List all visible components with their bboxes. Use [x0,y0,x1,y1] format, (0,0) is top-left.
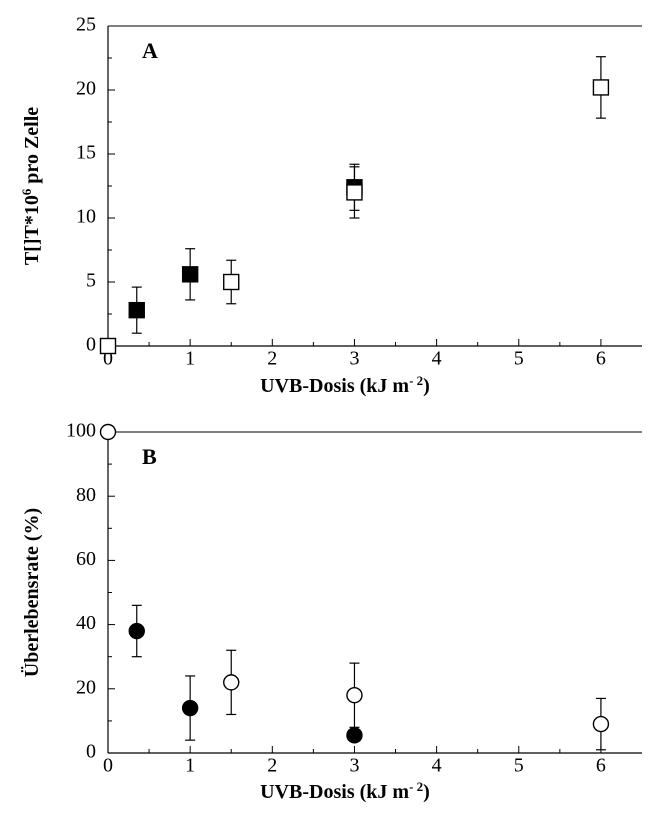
y-tick-label: 25 [76,14,96,36]
x-tick-label: 1 [185,348,195,370]
y-axis-title-main: T[]T*10 [21,195,43,265]
x-tick-label: 5 [514,348,524,370]
open-square-marker [99,337,117,355]
open-circle-marker [592,715,610,733]
y-tick-label: 0 [86,741,96,763]
x-axis-title-superscript: - 2 [409,779,423,794]
y-tick-label: 20 [76,676,96,698]
x-tick-label: 0 [103,755,113,777]
filled-square-marker [128,301,145,319]
y-tick-label: 10 [76,206,96,228]
filled-square-marker [181,266,199,283]
y-axis-title-rest: pro Zelle [21,107,43,189]
open-square-marker [592,79,610,96]
y-tick-label: 80 [76,484,96,506]
filled-circle-marker [346,727,363,744]
open-circle-marker [223,674,240,691]
y-axis-title-main: Überlebensrate (%) [20,508,43,677]
panel-label: A [142,38,158,63]
panel-a: 0 1 2 3 4 5 6 0 5 10 15 20 25 A UVB-Dosis (kJ m- 2) T[]… [19,14,642,398]
y-tick-label: 20 [76,78,96,100]
x-tick-label: 4 [432,755,442,777]
x-tick-label: 2 [267,755,277,777]
x-axis-title: UVB-Dosis (kJ m- 2) [260,373,430,398]
x-tick-label: 6 [596,348,606,370]
x-axis-title: UVB-Dosis (kJ m- 2) [260,779,430,804]
x-tick-label: 3 [349,348,359,370]
open-square-marker [223,273,240,291]
y-tick-label: 15 [76,142,96,164]
x-tick-label: 3 [349,755,359,777]
x-tick-label: 5 [514,755,524,777]
panel-label: B [142,444,157,469]
y-tick-label: 0 [86,334,96,356]
filled-circle-marker [128,622,145,640]
x-axis-title-close: ) [423,375,430,397]
open-circle-marker [346,687,363,704]
open-square-marker [346,184,363,201]
y-axis-title: Überlebensrate (%) [20,508,43,677]
y-tick-label: 100 [66,420,96,442]
x-axis-title-main: UVB-Dosis (kJ m [260,375,409,397]
x-tick-label: 0 [103,348,113,370]
y-tick-label: 40 [76,612,96,634]
y-axis-title: T[]T*106 pro Zelle [19,107,44,265]
open-circle-marker [99,423,117,441]
x-tick-label: 6 [596,755,606,777]
x-tick-label: 1 [185,755,195,777]
x-axis-title-close: ) [423,781,430,803]
x-axis-title-superscript: - 2 [409,373,423,388]
x-axis-title-main: UVB-Dosis (kJ m [260,781,409,803]
filled-circle-marker [181,699,199,717]
y-tick-label: 5 [86,270,96,292]
y-tick-label: 60 [76,548,96,570]
y-axis-title-superscript: 6 [19,188,34,195]
x-tick-label: 4 [432,348,442,370]
x-tick-label: 2 [267,348,277,370]
